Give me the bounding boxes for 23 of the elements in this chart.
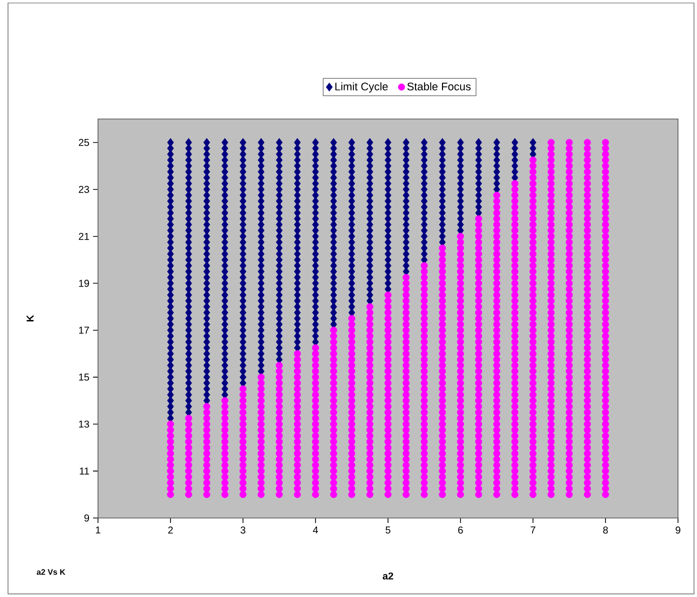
y-tick-label: 11 [80,468,89,474]
y-tick-label: 9 [84,514,90,522]
x-tick-label: 7 [530,526,536,534]
y-tick-label: 13 [79,420,90,428]
y-tick-label: 19 [79,280,90,287]
x-tick-label: 9 [676,526,680,534]
x-axis-title: a2 [382,572,394,580]
y-tick-label: 21 [78,232,89,240]
x-tick-label: 8 [603,526,608,534]
y-tick-label: 23 [78,186,90,193]
x-tick-label: 5 [386,526,390,534]
x-tick-label: 2 [168,526,173,534]
x-tick-label: 4 [312,526,318,534]
y-axis-title: K [26,314,34,322]
y-tick-label: 15 [79,374,90,381]
x-tick-label: 3 [240,526,246,534]
legend-label: Limit Cycle [335,82,388,93]
legend-label: Stable Focus [407,82,471,90]
x-tick-label: 1 [96,526,100,534]
text: a2 Vs K [36,569,66,575]
y-tick-label: 25 [78,138,90,146]
x-tick-label: 6 [458,526,463,534]
y-tick-label: 17 [79,326,89,334]
